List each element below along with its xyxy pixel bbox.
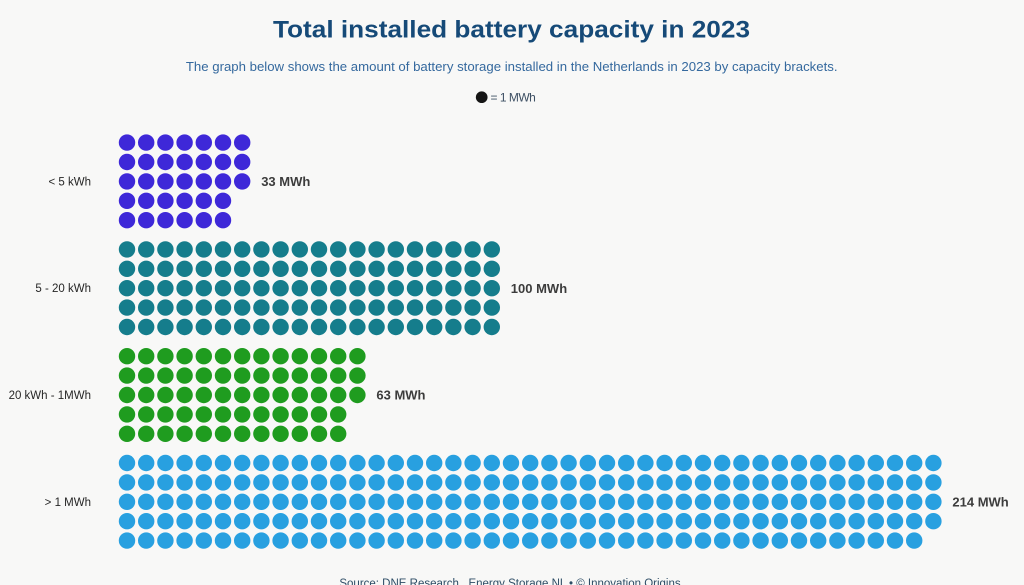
svg-text:5 - 20 kWh: 5 - 20 kWh xyxy=(35,283,91,295)
svg-text:Source: DNE Research , Energy: Source: DNE Research , Energy Storage NL… xyxy=(339,578,681,585)
svg-text:= 1 MWh: = 1 MWh xyxy=(491,90,536,104)
svg-text:20 kWh - 1MWh: 20 kWh - 1MWh xyxy=(9,390,91,402)
svg-text:63 MWh: 63 MWh xyxy=(376,388,425,403)
svg-text:214 MWh: 214 MWh xyxy=(952,494,1008,509)
svg-text:> 1 MWh: > 1 MWh xyxy=(45,497,91,509)
svg-text:Total installed battery capaci: Total installed battery capacity in 2023 xyxy=(273,16,750,43)
svg-text:< 5 kWh: < 5 kWh xyxy=(48,176,91,188)
svg-text:100 MWh: 100 MWh xyxy=(511,281,567,296)
svg-text:33 MWh: 33 MWh xyxy=(261,174,310,189)
svg-text:The graph below shows the amou: The graph below shows the amount of batt… xyxy=(186,59,838,74)
